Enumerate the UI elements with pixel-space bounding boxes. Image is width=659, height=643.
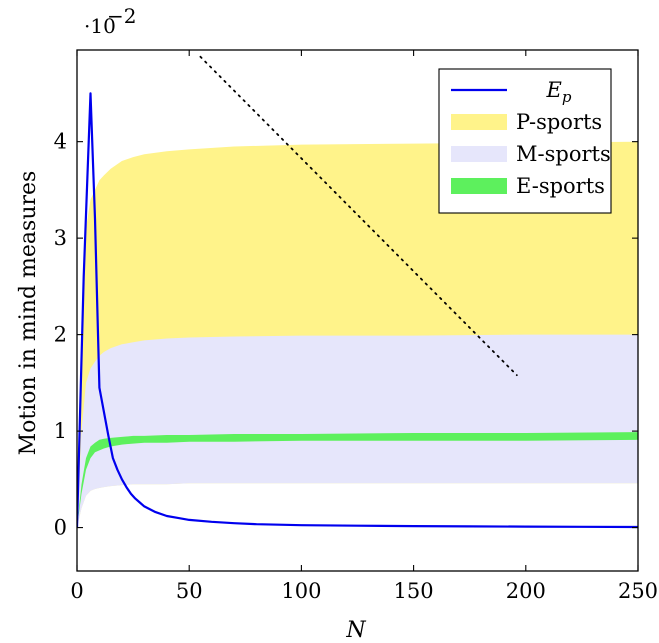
y-tick-label: 3: [54, 226, 67, 250]
legend-label: P-sports: [516, 110, 602, 134]
y-axis-label: Motion in mind measures: [16, 171, 41, 456]
legend-label: M-sports: [516, 142, 611, 166]
y-scale-exponent: −2: [107, 4, 136, 28]
legend-label: E-sports: [516, 174, 605, 198]
y-tick-label: 2: [54, 323, 67, 347]
y-tick-label: 4: [54, 130, 67, 154]
y-tick-label: 1: [54, 419, 67, 443]
legend: Ep P-sports M-sports E-sports: [438, 68, 612, 214]
x-tick-label: 200: [506, 579, 546, 603]
y-tick-label: 0: [54, 516, 67, 540]
plot-area: [76, 49, 639, 572]
x-tick-label: 150: [394, 579, 434, 603]
y-scale-label: ·10: [84, 14, 116, 38]
m-sports-band: [77, 334, 638, 528]
x-tick-label: 250: [618, 579, 658, 603]
legend-swatch: [451, 146, 507, 162]
legend-label: Ep: [546, 78, 572, 106]
e-sports-band: [77, 432, 638, 528]
legend-swatch: [451, 178, 507, 194]
legend-swatch: [451, 114, 507, 130]
legend-box: [438, 68, 612, 214]
x-tick-label: 100: [281, 579, 321, 603]
x-tick-label: 50: [176, 579, 203, 603]
ep-line: [77, 92, 638, 529]
axes-frame: [76, 49, 639, 572]
dotted-line: [199, 55, 518, 377]
axis-ticks: 0 50 100 150 200 250 0 1 2 3 4: [54, 50, 658, 603]
x-axis-label: N: [345, 618, 366, 643]
x-tick-label: 0: [70, 579, 83, 603]
